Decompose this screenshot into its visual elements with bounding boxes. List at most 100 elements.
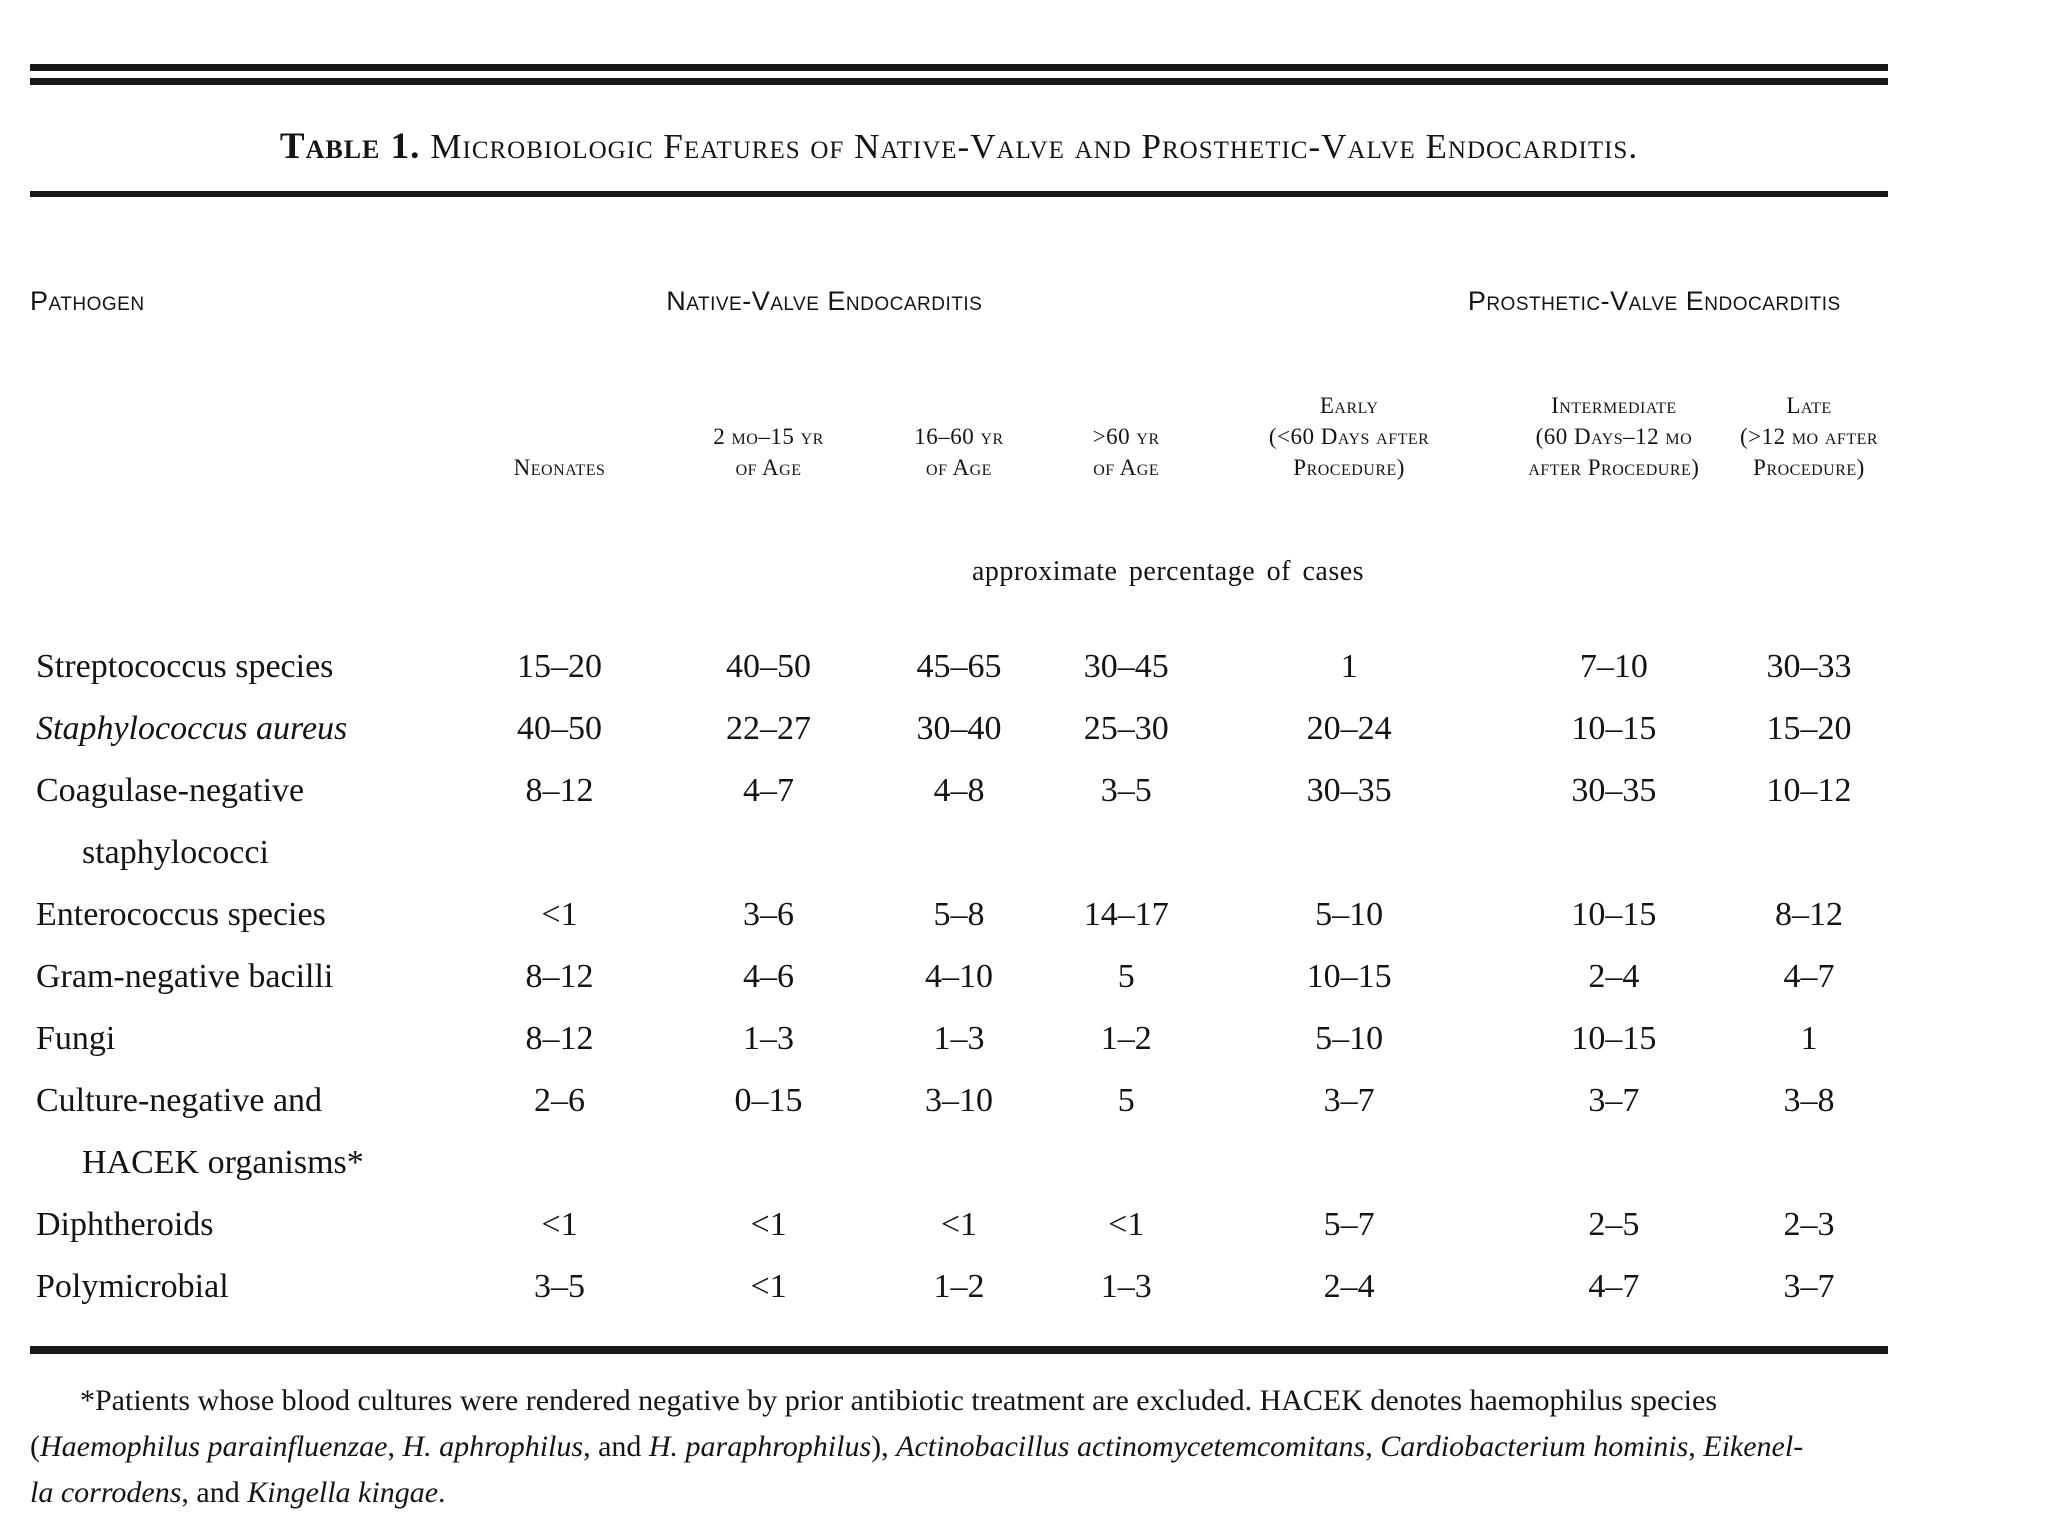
column-header-line: (>12 mo after bbox=[1739, 424, 1879, 449]
column-header-line: Procedure) bbox=[1293, 455, 1405, 480]
column-header-7: Late (>12 mo after Procedure) bbox=[1730, 323, 1888, 493]
value-cell: 0–15 bbox=[734, 1082, 803, 1119]
value-cell: 4–6 bbox=[743, 958, 795, 995]
value-cell: 15–20 bbox=[517, 648, 603, 685]
value-cell: <1 bbox=[750, 1206, 787, 1243]
value-cell: 10–15 bbox=[1571, 710, 1657, 747]
prosthetic-valve-group-label: Prosthetic-Valve Endocarditis bbox=[1467, 286, 1841, 316]
footnote-text: *Patients whose blood cultures were rend… bbox=[80, 1384, 1717, 1417]
value-cell: 1–3 bbox=[933, 1020, 985, 1057]
pathogen-name: Diphtheroids bbox=[30, 1194, 448, 1256]
column-header-3: 16–60 yr of Age bbox=[866, 323, 1052, 493]
value-cell: 30–40 bbox=[916, 710, 1002, 747]
column-header-2: 2 mo–15 yr of Age bbox=[671, 323, 866, 493]
value-cell: 22–27 bbox=[726, 710, 812, 747]
footnote-divider-rule bbox=[30, 1346, 1888, 1354]
value-cell: 3–6 bbox=[743, 896, 795, 933]
pathogen-name-line: Diphtheroids bbox=[36, 1206, 214, 1243]
value-cell: <1 bbox=[940, 1206, 978, 1243]
value-cell: 7–10 bbox=[1579, 648, 1648, 685]
value-cell: 30–33 bbox=[1766, 648, 1852, 685]
units-note: approximate percentage of cases bbox=[971, 556, 1365, 587]
value-cell: 1–3 bbox=[1100, 1268, 1152, 1305]
value-cell: <1 bbox=[1108, 1206, 1145, 1243]
footnote-species-italic: H. aphrophilus bbox=[402, 1430, 584, 1463]
value-cell: 10–15 bbox=[1571, 1020, 1657, 1057]
pathogen-name-line: HACEK organisms* bbox=[82, 1144, 364, 1181]
value-cell: 25–30 bbox=[1083, 710, 1169, 747]
pathogen-name: Gram-negative bacilli bbox=[30, 946, 448, 1008]
value-cell: 5–8 bbox=[933, 896, 985, 933]
column-header-line: Procedure) bbox=[1753, 455, 1865, 480]
value-cell: 5–10 bbox=[1315, 1020, 1384, 1057]
value-cell: <1 bbox=[750, 1268, 787, 1305]
footnote-text: , and bbox=[583, 1430, 649, 1463]
value-cell: 8–12 bbox=[525, 1020, 594, 1057]
value-cell: 3–7 bbox=[1783, 1268, 1835, 1305]
table-content-area: Table 1. Microbiologic Features of Native… bbox=[30, 0, 1888, 1516]
value-cell: 1–3 bbox=[743, 1020, 795, 1057]
footnote-text: , bbox=[387, 1430, 403, 1463]
value-cell: <1 bbox=[541, 1206, 578, 1243]
top-double-rule-lower bbox=[30, 78, 1888, 85]
microbiologic-features-table: Pathogen Native-Valve Endocarditis Prost… bbox=[30, 197, 1888, 1318]
value-cell: 3–5 bbox=[1100, 772, 1152, 809]
table-row: Culture-negative and HACEK organisms* 2–6 0… bbox=[30, 1070, 1888, 1194]
footnote-text: , bbox=[1365, 1430, 1381, 1463]
value-cell: 3–8 bbox=[1783, 1082, 1835, 1119]
footnote: *Patients whose blood cultures were rend… bbox=[30, 1378, 1995, 1516]
pathogen-name-line: Staphylococcus aureus bbox=[36, 710, 348, 747]
table-row: Diphtheroids <1 <1 <1 <1 5–7 2–5 2–3 bbox=[30, 1194, 1888, 1256]
table-row: Gram-negative bacilli 8–12 4–6 4–10 5 10–15 2–… bbox=[30, 946, 1888, 1008]
column-header-line: after Procedure) bbox=[1528, 455, 1700, 480]
value-cell: 40–50 bbox=[517, 710, 603, 747]
value-cell: 4–7 bbox=[1783, 958, 1835, 995]
pathogen-column-header: Pathogen bbox=[30, 286, 145, 316]
pathogen-name: Fungi bbox=[30, 1008, 448, 1070]
value-cell: 4–7 bbox=[743, 772, 795, 809]
units-row-spacer bbox=[30, 493, 448, 602]
column-header-row: Neonates 2 mo–15 yr of Age 16–60 yr of Age >6… bbox=[30, 323, 1888, 493]
group-header-row: Pathogen Native-Valve Endocarditis Prost… bbox=[30, 197, 1888, 323]
column-header-4: >60 yr of Age bbox=[1052, 323, 1201, 493]
column-header-line: 16–60 yr bbox=[914, 424, 1004, 449]
value-cell: 20–24 bbox=[1306, 710, 1392, 747]
value-cell: 2–4 bbox=[1323, 1268, 1375, 1305]
footnote-line: la corrodens, and Kingella kingae. bbox=[30, 1470, 1995, 1516]
value-cell: 15–20 bbox=[1766, 710, 1852, 747]
pathogen-name: Staphylococcus aureus bbox=[30, 698, 448, 760]
column-header-line: of Age bbox=[735, 455, 802, 480]
value-cell: 1 bbox=[1340, 648, 1358, 685]
value-cell: 3–7 bbox=[1323, 1082, 1375, 1119]
value-cell: 30–45 bbox=[1083, 648, 1169, 685]
value-cell: 8–12 bbox=[525, 958, 594, 995]
pathogen-name-line: Enterococcus species bbox=[36, 896, 326, 933]
footnote-text: , bbox=[1688, 1430, 1704, 1463]
column-header-line: (<60 Days after bbox=[1268, 424, 1430, 449]
column-header-line: Intermediate bbox=[1551, 393, 1677, 418]
table-row: Staphylococcus aureus 40–50 22–27 30–40 25–3… bbox=[30, 698, 1888, 760]
column-header-line: (60 Days–12 mo bbox=[1535, 424, 1693, 449]
column-header-1: Neonates bbox=[448, 323, 671, 493]
pathogen-name: Coagulase-negative staphylococci bbox=[30, 760, 448, 884]
value-cell: 10–12 bbox=[1766, 772, 1852, 809]
footnote-text: , and bbox=[181, 1476, 248, 1509]
value-cell: 30–35 bbox=[1306, 772, 1392, 809]
value-cell: 4–10 bbox=[924, 958, 993, 995]
value-cell: <1 bbox=[541, 896, 578, 933]
footnote-text: ), bbox=[871, 1430, 897, 1463]
pathogen-name-line: Culture-negative and bbox=[36, 1082, 323, 1119]
value-cell: 45–65 bbox=[916, 648, 1002, 685]
value-cell: 2–4 bbox=[1588, 958, 1640, 995]
table-row: Fungi 8–12 1–3 1–3 1–2 5–10 10–15 1 bbox=[30, 1008, 1888, 1070]
value-cell: 2–5 bbox=[1588, 1206, 1640, 1243]
value-cell: 3–7 bbox=[1588, 1082, 1640, 1119]
value-cell: 8–12 bbox=[1775, 896, 1843, 933]
table-number-label: Table 1. bbox=[279, 126, 421, 167]
value-cell: 4–7 bbox=[1588, 1268, 1640, 1305]
footnote-species-italic: Cardiobacterium hominis bbox=[1380, 1430, 1689, 1463]
column-header-line: >60 yr bbox=[1092, 424, 1160, 449]
pathogen-name-line: staphylococci bbox=[82, 834, 269, 871]
pathogen-name-line: Streptococcus species bbox=[36, 648, 334, 685]
footnote-species-italic: la corrodens bbox=[30, 1476, 182, 1509]
